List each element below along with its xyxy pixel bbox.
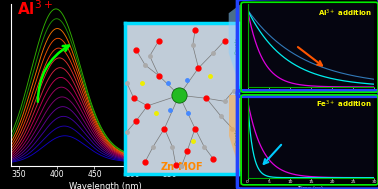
Text: Counts: Counts xyxy=(235,128,240,145)
Text: Fe$^{3+}$ addition: Fe$^{3+}$ addition xyxy=(316,99,372,110)
Text: Al$^{3+}$ addition: Al$^{3+}$ addition xyxy=(318,8,372,19)
Text: Zn-MOF: Zn-MOF xyxy=(160,162,203,172)
X-axis label: Wavelength (nm): Wavelength (nm) xyxy=(70,182,142,189)
X-axis label: Time (ns): Time (ns) xyxy=(298,95,324,100)
Text: Counts: Counts xyxy=(235,37,240,54)
Text: Al$^{3+}$: Al$^{3+}$ xyxy=(17,0,53,18)
X-axis label: Time (ns): Time (ns) xyxy=(298,186,324,189)
